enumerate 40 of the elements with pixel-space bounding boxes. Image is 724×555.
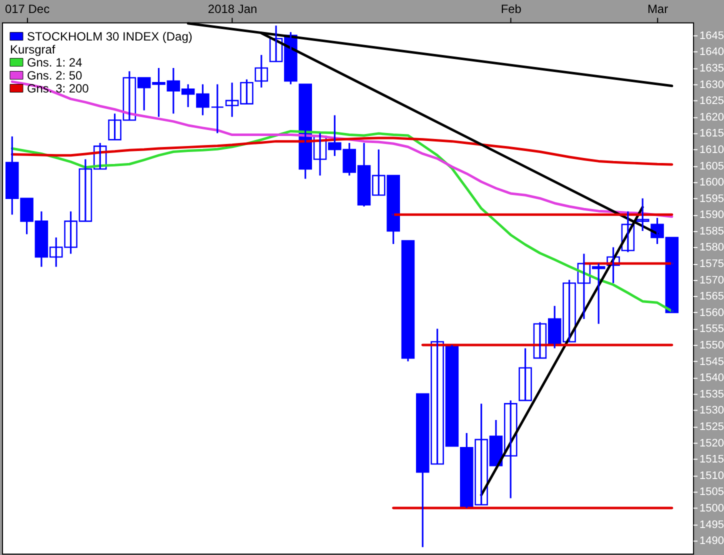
x-tick-label: 017 Dec	[4, 2, 50, 16]
x-tick-label: Mar	[647, 2, 668, 16]
y-tick-label: 1515	[700, 454, 724, 466]
y-tick-label: 1635	[700, 62, 724, 74]
y-tick-label: 1550	[700, 340, 724, 352]
y-tick-label: 1530	[700, 404, 724, 417]
y-tick-label: 1645	[700, 30, 724, 42]
y-tick-label: 1535	[700, 388, 724, 400]
legend-title: Kursgraf	[10, 42, 56, 56]
y-tick-label: 1500	[700, 502, 724, 514]
y-tick-label: 1545	[700, 356, 724, 368]
y-tick-label: 1625	[700, 95, 724, 108]
legend-label: Gns. 1: 24	[26, 55, 83, 70]
y-tick-label: 1615	[700, 128, 724, 140]
y-tick-label: 1575	[700, 258, 724, 270]
y-tick-label: 1640	[700, 46, 724, 58]
y-tick-label: 1590	[700, 209, 724, 222]
x-tick-label: 2018 Jan	[208, 2, 258, 16]
y-tick-label: 1510	[700, 470, 724, 482]
y-tick-label: 1495	[700, 518, 724, 531]
y-tick-label: 1565	[700, 290, 724, 303]
y-tick-label: 1555	[700, 323, 724, 336]
y-tick-label: 1620	[700, 111, 724, 124]
y-tick-label: 1595	[700, 192, 724, 205]
y-tick-label: 1520	[700, 437, 724, 450]
y-tick-label: 1600	[700, 176, 724, 189]
x-tick-label: Feb	[500, 2, 522, 16]
y-tick-label: 1505	[700, 486, 724, 498]
y-tick-label: 1525	[700, 421, 724, 433]
y-tick-label: 1580	[700, 242, 724, 254]
y-tick-label: 1560	[700, 306, 724, 319]
y-tick-label: 1570	[700, 274, 724, 286]
y-tick-label: 1630	[700, 78, 724, 91]
text: STOCKHOLM 30 INDEX (Dag)	[26, 29, 192, 44]
legend-label: Gns. 2: 50	[26, 68, 83, 82]
y-tick-label: 1610	[700, 144, 724, 156]
y-tick-label: 1540	[700, 372, 724, 384]
y-tick-label: 1605	[700, 160, 724, 172]
y-tick-label: 1585	[700, 225, 724, 238]
y-tick-label: 1490	[700, 535, 724, 548]
